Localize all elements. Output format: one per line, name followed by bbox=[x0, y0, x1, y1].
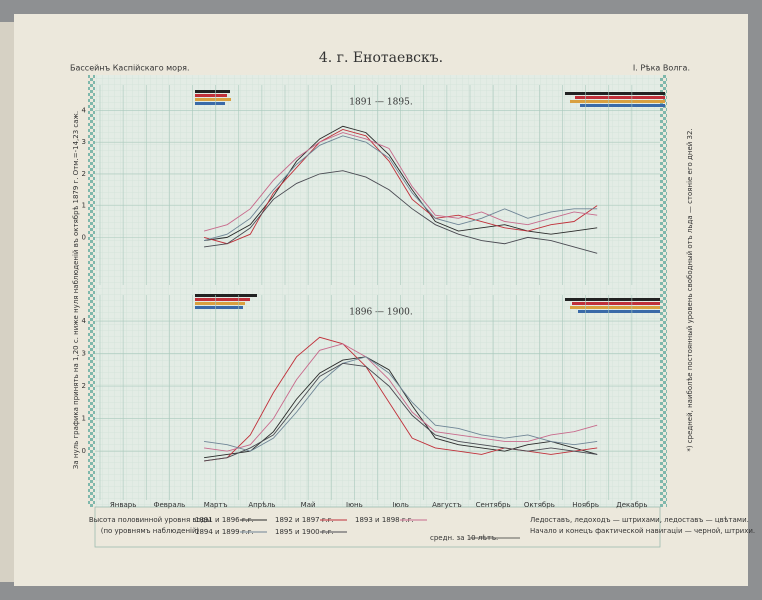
page-title: 4. г. Енотаевскъ. bbox=[319, 50, 443, 66]
y-tick-label: 0 bbox=[82, 447, 86, 455]
x-tick-label: Мартъ bbox=[204, 501, 228, 509]
x-tick-label: Апрѣль bbox=[248, 501, 275, 509]
y-tick-label: 0 bbox=[82, 233, 86, 241]
chart-title: 1891 — 1895. bbox=[349, 98, 413, 108]
y-tick-label: 1 bbox=[82, 202, 86, 210]
x-tick-label: Iюль bbox=[392, 501, 409, 509]
data-line bbox=[204, 170, 598, 254]
border-left bbox=[88, 75, 95, 507]
y-tick-label: 3 bbox=[82, 138, 86, 146]
header-right: I. Рѣка Волга. bbox=[633, 64, 690, 73]
chart-title: 1896 — 1900. bbox=[349, 308, 413, 318]
data-line bbox=[203, 132, 598, 232]
side-note-left: За нуль графика принять на 1,20 с. ниже … bbox=[72, 111, 80, 469]
legend-label: 1894 и 1899 г.г. bbox=[195, 528, 254, 536]
side-note-right: *) средней, наиболѣе постоянный уровень … bbox=[686, 128, 694, 451]
legend-label: 1895 и 1900 г.г. bbox=[275, 528, 334, 536]
legend-caption: Высота половинной уровня воды bbox=[89, 516, 211, 524]
x-tick-label: Январь bbox=[110, 501, 136, 509]
x-tick-label: Ноябрь bbox=[572, 501, 599, 509]
y-tick-label: 2 bbox=[82, 382, 86, 390]
legend-label: 1891 и 1896 г.г. bbox=[195, 516, 254, 524]
y-tick-label: 2 bbox=[82, 170, 86, 178]
data-line bbox=[203, 135, 598, 241]
data-line bbox=[204, 356, 598, 452]
x-tick-label: Май bbox=[301, 501, 316, 509]
footer-note: Ледоставъ, ледоходъ — штрихами, ледостав… bbox=[530, 516, 749, 524]
x-tick-label: Октябрь bbox=[524, 501, 555, 509]
data-line bbox=[204, 362, 598, 462]
ice-bars bbox=[195, 90, 665, 313]
data-line bbox=[204, 125, 598, 242]
x-tick-label: Декабрь bbox=[616, 501, 647, 509]
data-line bbox=[203, 128, 598, 245]
x-tick-label: Февраль bbox=[153, 501, 185, 509]
footer-note: Начало и конецъ фактической навигацiи — … bbox=[530, 527, 755, 535]
legend-label: 1893 и 1898 г.г. bbox=[355, 516, 414, 524]
border-right bbox=[660, 75, 667, 507]
legend-mean: средн. за 10 лѣтъ. bbox=[430, 534, 498, 542]
legend-box bbox=[94, 506, 661, 548]
data-line bbox=[204, 343, 598, 452]
header-left: Бассейнъ Каспiйскаго моря. bbox=[70, 64, 190, 73]
data-line bbox=[204, 336, 598, 462]
y-tick-label: 4 bbox=[82, 106, 87, 114]
legend-caption-sub: (по уровнямъ наблюденiй) bbox=[101, 527, 200, 535]
x-tick-label: Iюнь bbox=[346, 501, 363, 509]
y-tick-label: 1 bbox=[82, 415, 86, 423]
x-tick-label: Сентябрь bbox=[476, 501, 511, 509]
x-tick-label: Августъ bbox=[432, 501, 462, 509]
y-tick-label: 4 bbox=[82, 317, 87, 325]
y-tick-label: 3 bbox=[82, 350, 86, 358]
legend-label: 1892 и 1897 г.г. bbox=[275, 516, 334, 524]
